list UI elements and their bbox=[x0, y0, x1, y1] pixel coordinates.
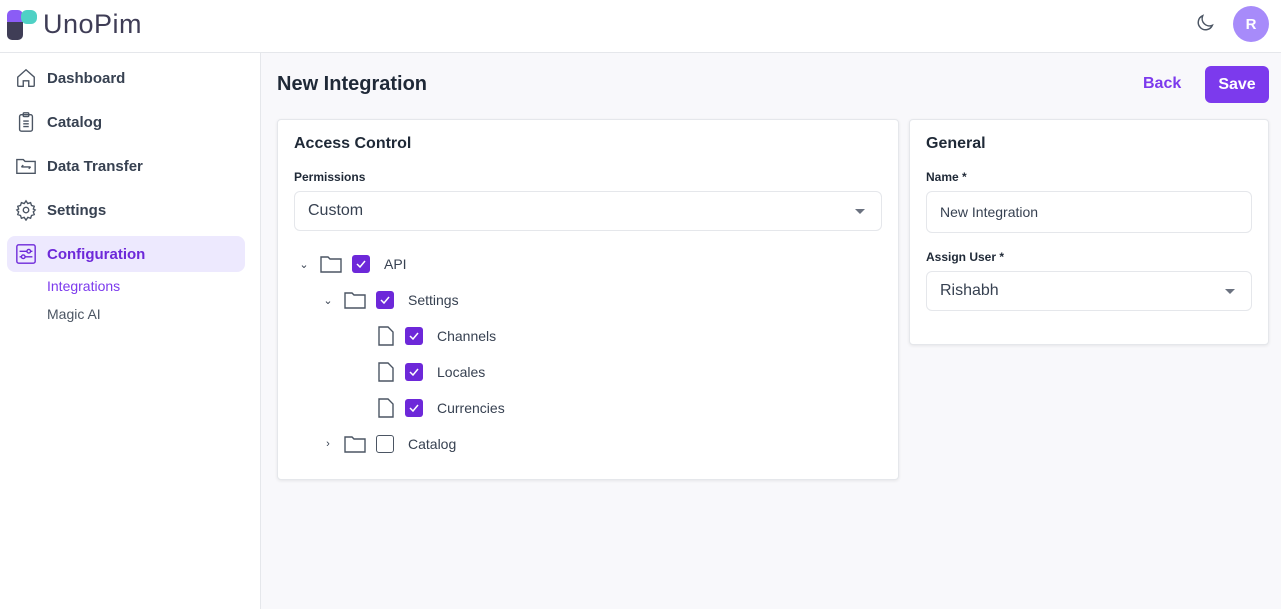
logo[interactable]: UnoPim bbox=[7, 9, 142, 40]
sidebar-subitem-integrations[interactable]: Integrations bbox=[47, 278, 121, 294]
tree-label: API bbox=[384, 256, 407, 272]
sidebar-item-label: Dashboard bbox=[47, 69, 126, 87]
dark-mode-moon-icon[interactable] bbox=[1194, 12, 1216, 34]
name-input[interactable]: New Integration bbox=[926, 191, 1252, 233]
caret-down-icon bbox=[855, 209, 865, 214]
back-button[interactable]: Back bbox=[1143, 75, 1182, 92]
tree-node-locales[interactable]: Locales bbox=[377, 362, 485, 382]
top-bar: UnoPim R bbox=[0, 0, 1281, 53]
file-icon bbox=[378, 326, 394, 346]
tree-node-currencies[interactable]: Currencies bbox=[377, 398, 505, 418]
caret-down-icon bbox=[1225, 289, 1235, 294]
permissions-value: Custom bbox=[308, 202, 364, 219]
sidebar-subitem-magic-ai[interactable]: Magic AI bbox=[47, 306, 101, 322]
folder-icon bbox=[320, 256, 342, 273]
tree-node-channels[interactable]: Channels bbox=[377, 326, 496, 346]
tree-label: Settings bbox=[408, 292, 459, 308]
chevron-down-icon[interactable]: ⌄ bbox=[299, 258, 309, 271]
name-label: Name * bbox=[926, 170, 967, 184]
checkbox-unchecked[interactable] bbox=[376, 435, 394, 453]
avatar[interactable]: R bbox=[1233, 6, 1269, 42]
sidebar-item-configuration[interactable]: Configuration bbox=[7, 236, 245, 272]
sidebar-item-label: Data Transfer bbox=[47, 157, 143, 175]
sidebar-item-catalog[interactable]: Catalog bbox=[7, 104, 245, 140]
card-title: Access Control bbox=[294, 135, 412, 152]
file-icon bbox=[378, 362, 394, 382]
tree-label: Currencies bbox=[437, 400, 505, 416]
permissions-label: Permissions bbox=[294, 170, 366, 184]
unopim-logo-icon bbox=[7, 9, 37, 40]
checkbox-checked[interactable] bbox=[405, 399, 423, 417]
permissions-select[interactable]: Custom bbox=[294, 191, 882, 231]
assign-user-select[interactable]: Rishabh bbox=[926, 271, 1252, 311]
sidebar-item-label: Catalog bbox=[47, 113, 103, 131]
sidebar: Dashboard Catalog Data Transfer Settings… bbox=[0, 53, 261, 609]
folder-transfer-icon bbox=[16, 158, 36, 175]
sidebar-item-label: Settings bbox=[47, 201, 107, 219]
tree-label: Catalog bbox=[408, 436, 457, 452]
assign-user-label: Assign User * bbox=[926, 250, 1005, 264]
file-icon bbox=[378, 398, 394, 418]
assign-user-value: Rishabh bbox=[940, 282, 999, 299]
general-card: General Name * New Integration Assign Us… bbox=[909, 119, 1269, 345]
sliders-icon bbox=[16, 244, 36, 264]
tree-node-api[interactable]: ⌄ API bbox=[298, 254, 407, 274]
checkbox-checked[interactable] bbox=[376, 291, 394, 309]
checkbox-checked[interactable] bbox=[352, 255, 370, 273]
checkbox-checked[interactable] bbox=[405, 363, 423, 381]
chevron-down-icon[interactable]: ⌄ bbox=[323, 294, 333, 307]
sidebar-item-dashboard[interactable]: Dashboard bbox=[7, 60, 245, 96]
chevron-right-icon[interactable]: › bbox=[326, 438, 330, 450]
clipboard-list-icon bbox=[18, 112, 34, 132]
gear-icon bbox=[15, 199, 37, 221]
page-title: New Integration bbox=[277, 73, 428, 95]
tree-label: Locales bbox=[437, 364, 486, 380]
checkbox-checked[interactable] bbox=[405, 327, 423, 345]
sidebar-item-label: Configuration bbox=[47, 245, 146, 263]
access-control-card: Access Control Permissions Custom ⌄ API … bbox=[277, 119, 899, 480]
card-title: General bbox=[926, 135, 986, 152]
tree-node-catalog[interactable]: › Catalog bbox=[322, 434, 456, 454]
logo-text: UnoPim bbox=[43, 9, 143, 39]
sidebar-item-settings[interactable]: Settings bbox=[7, 192, 245, 228]
sidebar-item-data-transfer[interactable]: Data Transfer bbox=[7, 148, 245, 184]
folder-icon bbox=[344, 436, 366, 453]
save-button[interactable]: Save bbox=[1205, 66, 1269, 103]
home-icon bbox=[17, 68, 35, 87]
folder-icon bbox=[344, 292, 366, 309]
tree-label: Channels bbox=[437, 328, 497, 344]
tree-node-settings[interactable]: ⌄ Settings bbox=[322, 290, 459, 310]
